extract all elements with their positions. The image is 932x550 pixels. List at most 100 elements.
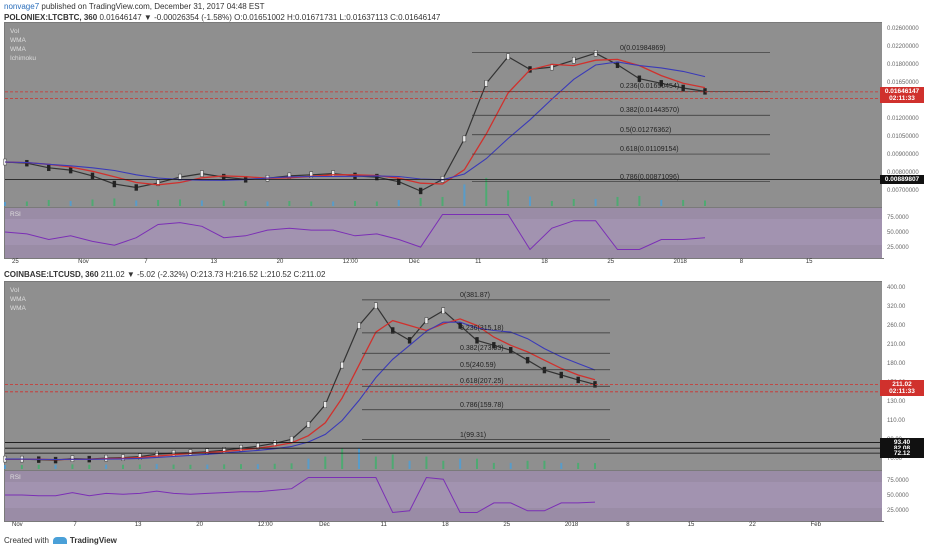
volume-bar (550, 200, 553, 206)
chart2-price-tag: 02:11:33 (880, 387, 924, 397)
candle (492, 342, 496, 349)
candle (637, 75, 642, 82)
volume-bar (374, 456, 377, 469)
volume-bar (157, 199, 160, 206)
volume-bar (290, 463, 293, 469)
chart1-fib-label: 0(0.01984869) (620, 44, 666, 52)
volume-bar (189, 464, 192, 469)
chart2-rsi-label[interactable]: RSI (10, 474, 21, 481)
chart2-title: COINBASE:LTCUSD, 360 211.02 ▼ -5.02 (-2.… (4, 270, 325, 279)
candle (424, 317, 429, 324)
volume-bar (288, 200, 291, 206)
chart2-price-tag: 211.02 (880, 379, 924, 389)
chart1-symbol[interactable]: POLONIEX:LTCBTC, 360 (4, 13, 98, 22)
volume-bar (526, 460, 529, 469)
chart2-xtick: 18 (442, 522, 449, 528)
volume-bar (682, 199, 685, 206)
publish-header: nonvage7 published on TradingView.com, D… (4, 2, 265, 11)
chart2-rsi-tick: 75.0000 (887, 478, 909, 484)
chart1-legend-wma1[interactable]: WMA (10, 37, 26, 44)
volume-bar (122, 464, 124, 469)
volume-bar (485, 177, 488, 206)
chart2-ytick: 320.00 (887, 304, 906, 310)
volume-bar (4, 202, 6, 206)
chart1-price-axis[interactable] (882, 22, 932, 258)
chart2-legend-vol[interactable]: Vol (10, 287, 20, 294)
author-link[interactable]: nonvage7 (4, 2, 40, 11)
chart1-rsi-label[interactable]: RSI (10, 211, 21, 218)
volume-bar (113, 198, 116, 206)
candle (681, 84, 685, 92)
chart2-price-axis[interactable] (882, 281, 932, 521)
chart2-legend-wma1[interactable]: WMA (10, 296, 26, 303)
chart2-fib-label: 1(99.31) (460, 431, 487, 439)
chart2-xtick: 12:00 (257, 522, 273, 528)
volume-bar (425, 456, 428, 469)
chart2-price-series (5, 304, 596, 461)
volume-bar (660, 199, 663, 206)
chart2-xtick: 11 (380, 522, 387, 528)
chart1-price-tag: 0.01646147 (880, 87, 924, 97)
chart2-ohlc: 211.02 ▼ -5.02 (-2.32%) O:213.73 H:216.5… (100, 270, 326, 279)
chart1-xtick: 12:00 (342, 259, 358, 265)
candle (375, 173, 379, 181)
chart1-xtick: 18 (541, 259, 548, 265)
candle (47, 164, 51, 172)
chart2-ytick: 130.00 (887, 399, 906, 405)
candle (576, 376, 580, 384)
candle (418, 187, 423, 195)
chart1-xtick: 8 (739, 259, 744, 265)
chart2-ytick: 400.00 (887, 285, 906, 291)
chart1-xtick: 7 (144, 259, 148, 265)
candle (525, 356, 530, 364)
volume-bar (135, 200, 138, 206)
volume-bar (273, 463, 276, 469)
chart2-symbol[interactable]: COINBASE:LTCUSD, 360 (4, 270, 99, 279)
chart2-fib-label: 0.5(240.59) (460, 361, 496, 369)
chart2-xtick: 22 (749, 522, 756, 528)
chart1-legend-wma2[interactable]: WMA (10, 46, 26, 53)
candle (374, 302, 378, 309)
candle (138, 453, 142, 460)
chart2-xtick: 15 (687, 522, 695, 528)
chart1-xtick: 20 (276, 259, 284, 265)
candle (441, 307, 445, 314)
chart1-ytick: 0.00900000 (887, 152, 919, 158)
chart1-ytick: 0.01200000 (887, 116, 919, 122)
volume-bar (441, 196, 444, 206)
volume-bar (572, 198, 575, 206)
volume-bar (509, 462, 512, 469)
candle (134, 184, 138, 191)
candle (340, 361, 344, 369)
chart2-fib-label: 0.236(315.18) (460, 324, 504, 332)
chart1-xtick: 25 (607, 259, 615, 265)
chart2-ytick: 210.00 (887, 342, 906, 348)
volume-bar (332, 201, 335, 206)
volume-bar (37, 464, 40, 469)
chart1-legend-ichimoku[interactable]: Ichimoku (10, 55, 37, 62)
chart2-ytick: 180.00 (887, 361, 906, 367)
chart1-fib-label: 0.236(0.01650454) (620, 83, 680, 91)
footer-brand[interactable]: TradingView (69, 536, 117, 545)
volume-bar (354, 200, 356, 206)
tradingview-logo-icon (52, 537, 67, 545)
volume-bar (324, 456, 327, 469)
chart1-fib-label: 0.382(0.01443570) (620, 107, 680, 115)
volume-bar (459, 458, 462, 469)
chart2-legend-wma2[interactable]: WMA (10, 305, 26, 312)
chart2-rsi-line (5, 476, 596, 514)
chart2-wma-fast (5, 318, 596, 461)
candle (256, 443, 260, 450)
chart1-ytick: 0.01050000 (887, 134, 919, 140)
candle (289, 436, 294, 443)
chart2-xtick: 7 (73, 522, 77, 528)
candle (68, 166, 73, 174)
volume-bar (476, 458, 478, 469)
chart1-legend-vol[interactable]: Vol (10, 28, 20, 35)
chart1-rsi-tick: 75.0000 (887, 215, 909, 221)
volume-bar (138, 464, 141, 469)
chart2-rsi-tick: 50.0000 (887, 493, 909, 499)
volume-bar (375, 201, 378, 206)
volume-bar (25, 201, 28, 206)
